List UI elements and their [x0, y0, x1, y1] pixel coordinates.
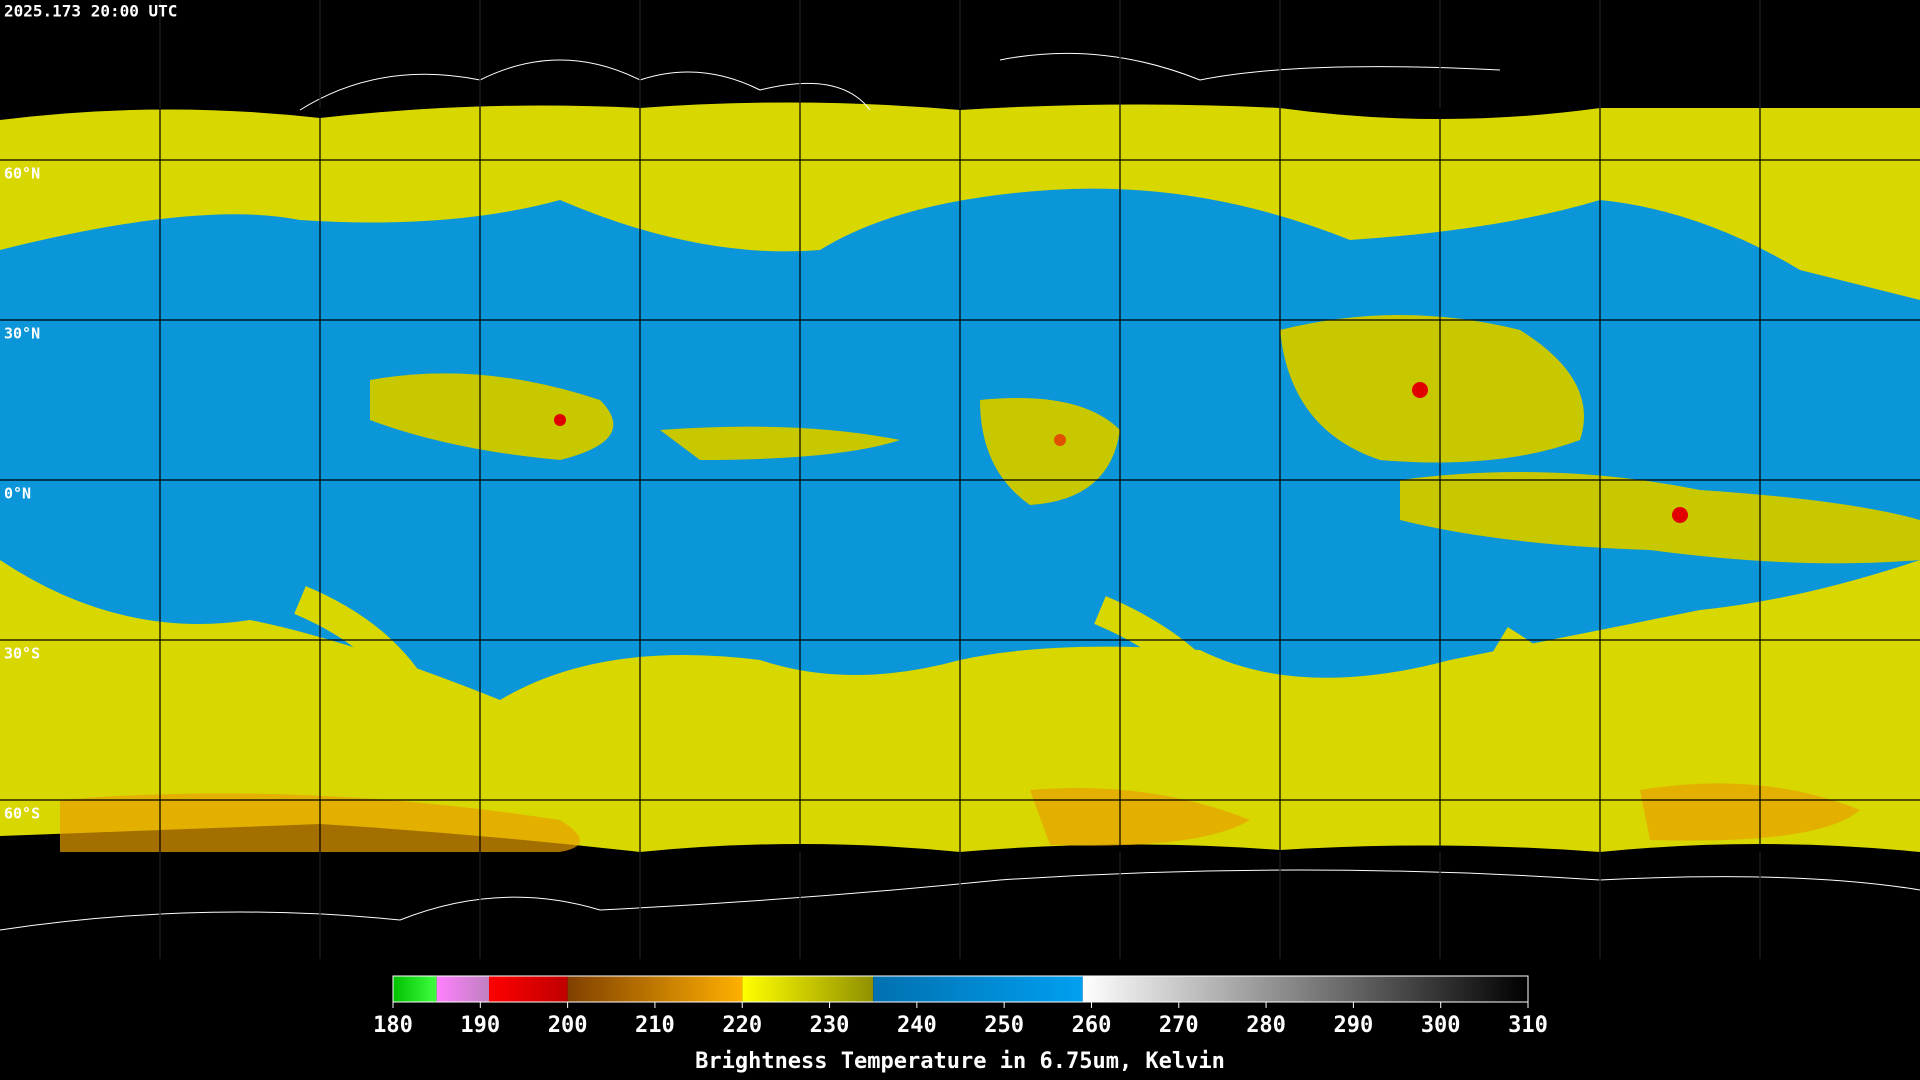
colorbar-segment [873, 976, 1083, 1002]
timestamp: 2025.173 20:00 UTC [4, 2, 177, 21]
graticule [0, 0, 1920, 959]
colorbar-segment [1082, 976, 1528, 1002]
colorbar-tick-label: 260 [1072, 1013, 1112, 1038]
colorbar-tick-label: 240 [897, 1013, 937, 1038]
lat-label: 30°N [4, 325, 40, 343]
colorbar-tick-label: 310 [1508, 1013, 1548, 1038]
colorbar-tick-label: 270 [1159, 1013, 1199, 1038]
lat-label: 30°S [4, 645, 40, 663]
colorbar-segment [742, 976, 874, 1002]
lat-label: 60°S [4, 805, 40, 823]
colorbar-segment [489, 976, 568, 1002]
colorbar-tick-label: 220 [722, 1013, 762, 1038]
colorbar-tick-label: 280 [1246, 1013, 1286, 1038]
colorbar-tick-label: 300 [1421, 1013, 1461, 1038]
colorbar-segment [436, 976, 490, 1002]
colorbar-segment [567, 976, 743, 1002]
colorbar-tick-label: 200 [548, 1013, 588, 1038]
lat-label: 0°N [4, 485, 31, 503]
colorbar-tick-label: 210 [635, 1013, 675, 1038]
lat-label: 60°N [4, 165, 40, 183]
colorbar: 180 190 200 210 220 230 240 250 260 270 280 290 300 3… [373, 975, 1548, 1038]
colorbar-tick-label: 290 [1334, 1013, 1374, 1038]
colorbar-tick-label: 250 [984, 1013, 1024, 1038]
colorbar-label: Brightness Temperature in 6.75um, Kelvin [695, 1049, 1225, 1074]
colorbar-tick-label: 230 [810, 1013, 850, 1038]
colorbar-tick-label: 180 [373, 1013, 413, 1038]
colorbar-tick-label: 190 [460, 1013, 500, 1038]
colorbar-segment [393, 976, 437, 1002]
lat-labels: 60°N 30°N 0°N 30°S 60°S [4, 165, 40, 823]
colorbar-frame [392, 975, 1529, 1003]
